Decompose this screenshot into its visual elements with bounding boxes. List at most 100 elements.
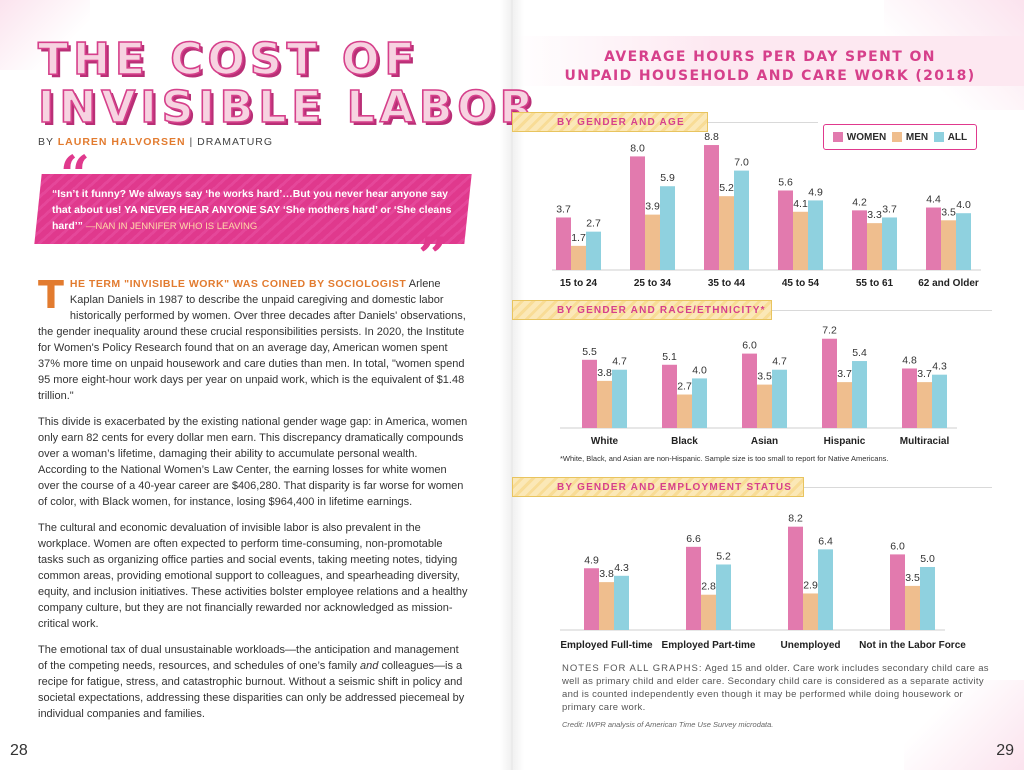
bar-value-label: 5.5 xyxy=(582,346,597,358)
bar-value-label: 3.7 xyxy=(837,368,852,380)
charts-title-line-1: AVERAGE HOURS PER DAY SPENT ON xyxy=(604,49,936,65)
bar-men xyxy=(837,382,852,428)
category-label: Hispanic xyxy=(824,436,866,447)
section-rule xyxy=(804,487,992,488)
bar-women xyxy=(778,190,793,270)
paragraph-4: The emotional tax of dual unsustainable … xyxy=(38,642,468,722)
legend-swatch-all xyxy=(933,132,944,142)
paragraph-2: This divide is exacerbated by the existi… xyxy=(38,416,468,508)
bar-value-label: 3.5 xyxy=(757,371,772,383)
drop-cap: T xyxy=(38,273,64,317)
bar-value-label: 3.9 xyxy=(645,201,660,213)
bar-value-label: 7.2 xyxy=(822,325,837,337)
bar-value-label: 5.1 xyxy=(662,351,677,363)
bar-value-label: 6.4 xyxy=(818,535,833,547)
category-label: 15 to 24 xyxy=(560,278,598,289)
bar-value-label: 4.9 xyxy=(808,186,823,198)
bar-men xyxy=(793,211,808,270)
bar-value-label: 8.8 xyxy=(704,131,719,143)
byline-separator: | xyxy=(189,136,194,148)
bar-value-label: 3.7 xyxy=(917,368,932,380)
bar-value-label: 3.5 xyxy=(941,206,956,218)
notes-label: NOTES FOR ALL GRAPHS: xyxy=(562,663,703,674)
category-label: Employed Full-time xyxy=(560,640,653,651)
close-quote-icon: ” xyxy=(418,227,448,288)
bar-women xyxy=(662,364,677,428)
section-label-employment: BY GENDER AND EMPLOYMENT STATUS xyxy=(512,477,804,497)
byline-author: LAUREN HALVORSEN xyxy=(57,136,186,148)
bar-women xyxy=(584,568,599,630)
bar-value-label: 4.7 xyxy=(772,356,787,368)
legend-swatch-women xyxy=(832,132,843,142)
bar-all xyxy=(734,170,749,270)
section-label-age: BY GENDER AND AGE xyxy=(512,112,708,132)
bar-value-label: 5.2 xyxy=(719,182,734,194)
legend-item-men: MEN xyxy=(891,132,928,143)
paragraph-4-text-b: colleagues—is a recipe for fatigue, stre… xyxy=(38,660,465,720)
bar-all xyxy=(614,575,629,630)
bar-value-label: 3.3 xyxy=(867,209,882,221)
charts-main-title: AVERAGE HOURS PER DAY SPENT ON UNPAID HO… xyxy=(540,48,1000,86)
bar-women xyxy=(788,526,803,630)
chart-title-band xyxy=(510,36,1024,86)
charts-title-line-2: UNPAID HOUSEHOLD AND CARE WORK (2018) xyxy=(564,68,976,84)
bar-value-label: 8.2 xyxy=(788,513,803,525)
bar-men xyxy=(599,582,614,630)
bar-value-label: 3.7 xyxy=(882,203,897,215)
notes-text: Aged 15 and older. Care work includes se… xyxy=(562,663,989,713)
bar-all xyxy=(660,186,675,270)
legend-swatch-men xyxy=(891,132,902,142)
title-line-2: INVISIBLE LABOR xyxy=(37,82,539,133)
bar-women xyxy=(890,554,905,630)
corner-decoration xyxy=(904,680,1024,770)
bar-value-label: 8.0 xyxy=(630,142,645,154)
category-label: Black xyxy=(671,436,698,447)
category-label: 62 and Older xyxy=(918,278,979,289)
category-label: Not in the Labor Force xyxy=(859,640,966,651)
bar-all xyxy=(692,378,707,428)
bar-men xyxy=(719,196,734,270)
section-rule xyxy=(708,122,818,123)
bar-men xyxy=(941,220,956,270)
quote-text-caps: Ya never hear anyone say xyxy=(124,204,280,216)
quote-attribution: —NAN IN JENNIFER WHO IS LEAVING xyxy=(85,221,258,232)
bar-value-label: 4.1 xyxy=(793,198,808,210)
bar-value-label: 5.0 xyxy=(920,553,935,565)
source-credit: Credit: IWPR analysis of American Time U… xyxy=(562,720,774,729)
bar-value-label: 5.4 xyxy=(852,347,867,359)
lead-in: he term "invisible work" was coined by s… xyxy=(69,278,407,290)
bar-women xyxy=(582,359,597,428)
bar-value-label: 3.7 xyxy=(556,203,571,215)
bar-all xyxy=(882,217,897,270)
category-label: 25 to 34 xyxy=(634,278,672,289)
legend-item-all: ALL xyxy=(933,132,967,143)
graph-notes: NOTES FOR ALL GRAPHS: Aged 15 and older.… xyxy=(562,662,992,714)
bar-men xyxy=(917,382,932,428)
paragraph-1: The term "invisible work" was coined by … xyxy=(38,276,468,404)
bar-value-label: 4.2 xyxy=(852,196,867,208)
bar-value-label: 4.3 xyxy=(614,562,629,574)
race-footnote: *White, Black, and Asian are non-Hispani… xyxy=(560,454,889,463)
bar-value-label: 7.0 xyxy=(734,157,749,169)
page-number-right: 29 xyxy=(996,742,1014,759)
bar-all xyxy=(956,213,971,270)
bar-value-label: 3.5 xyxy=(905,572,920,584)
bar-men xyxy=(867,223,882,270)
byline-by: BY xyxy=(38,136,54,148)
bar-women xyxy=(742,353,757,428)
bar-value-label: 4.7 xyxy=(612,356,627,368)
bar-value-label: 6.0 xyxy=(890,540,905,552)
bar-men xyxy=(757,384,772,428)
bar-women xyxy=(630,156,645,270)
quote-text-1: “Isn’t it funny? We always say ‘he works… xyxy=(52,188,449,216)
bar-all xyxy=(612,369,627,428)
bar-value-label: 2.9 xyxy=(803,579,818,591)
bar-value-label: 5.9 xyxy=(660,172,675,184)
article-title: THE COST OF INVISIBLE LABOR xyxy=(37,34,539,133)
pull-quote: “Isn’t it funny? We always say ‘he works… xyxy=(52,186,452,235)
bar-women xyxy=(556,217,571,270)
bar-women xyxy=(852,210,867,270)
quote-text-2: ‘She mothers hard’ or ‘She cleans hard’” xyxy=(52,204,452,232)
title-line-1: THE COST OF xyxy=(37,34,420,85)
open-quote-icon: “ xyxy=(60,145,90,206)
